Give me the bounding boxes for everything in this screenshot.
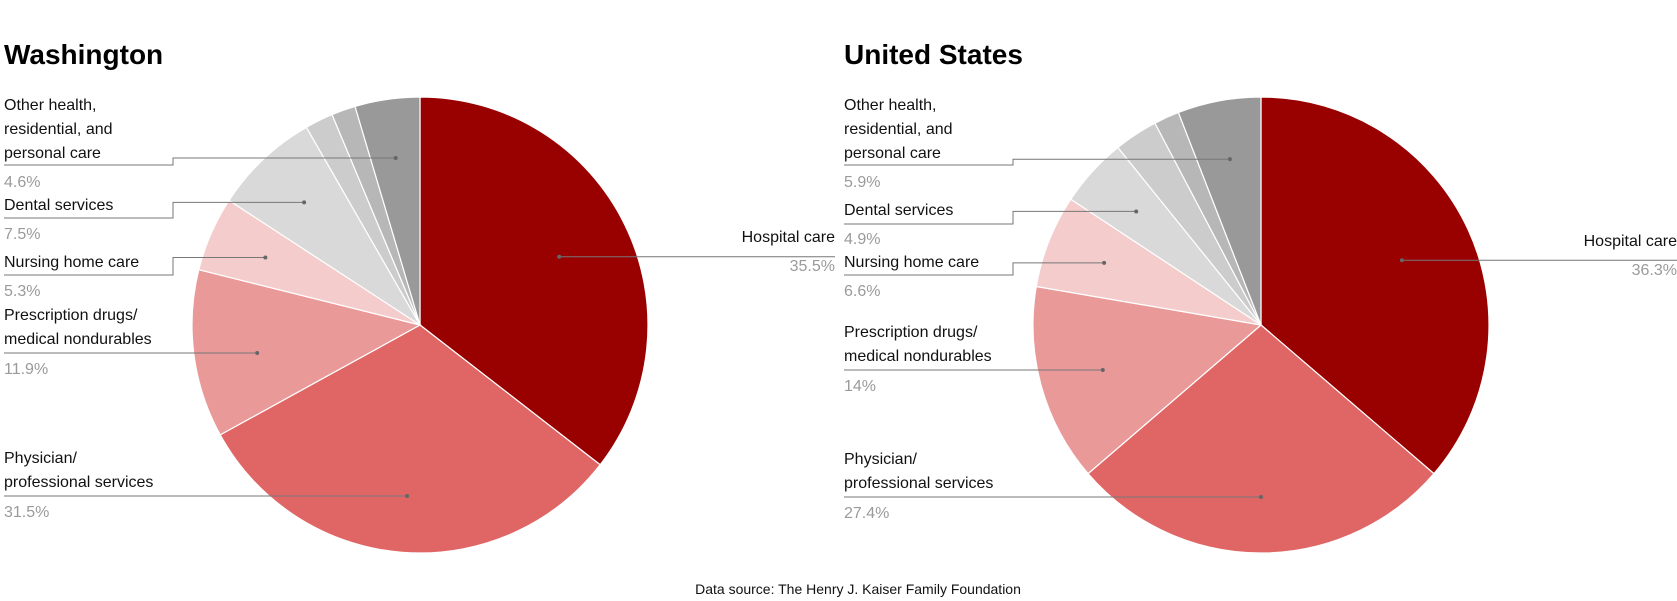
pie-slice-other-health-residential-and-personal-care (1177, 96, 1262, 326)
leader-dot (393, 156, 398, 161)
leader-dot (263, 255, 268, 260)
slice-percent: 6.6% (844, 283, 880, 300)
leader-line (4, 201, 305, 219)
pie-chart-united-states: United States Hospital care 36.3% Other hea… (844, 39, 1677, 554)
slice-percent: 31.5% (4, 504, 49, 521)
leader-dot (1102, 260, 1107, 265)
slice-percent: 5.9% (844, 174, 880, 191)
slice-percent: 7.5% (4, 226, 40, 243)
slice-label: Hospital care (1584, 233, 1677, 250)
slice-percent: 4.6% (4, 174, 40, 191)
slice-label: Other health, (844, 97, 937, 114)
leader-line (844, 262, 1105, 276)
leader-dot (1399, 258, 1404, 263)
leader-dot (1100, 368, 1105, 372)
slice-label: residential, and (844, 121, 953, 138)
slice-label: Dental services (4, 197, 113, 214)
pie-slice-other-health-residential-and-personal-care (354, 96, 421, 326)
leader-line (844, 158, 1230, 166)
slice-label: personal care (844, 145, 941, 162)
slice-label: Nursing home care (4, 254, 139, 271)
slice-percent: 35.5% (790, 258, 835, 275)
slice-label: medical nondurables (844, 348, 992, 365)
pie-chart-washington: Washington Hospital care 35.5% Other health… (4, 39, 835, 554)
slice-percent: 14% (844, 378, 876, 395)
slice-label: professional services (4, 474, 153, 491)
pie-slice-hospital-care (419, 96, 649, 466)
pie-slice-physician-professional-services (1087, 324, 1435, 554)
slice-label: professional services (844, 475, 993, 492)
slice-label: Other health, (4, 97, 97, 114)
slice-percent: 11.9% (4, 361, 48, 378)
leader-line (4, 257, 266, 276)
slice-label: medical nondurables (4, 331, 152, 348)
pie-slice-prescription-drugs-medical-nondurables (1032, 285, 1263, 475)
slice-label: Hospital care (742, 229, 835, 246)
slice-label: Dental services (844, 202, 953, 219)
slice-label: personal care (4, 145, 101, 162)
slice-label: Prescription drugs/ (4, 307, 138, 324)
slice-percent: 4.9% (844, 231, 880, 248)
slice-percent: 5.3% (4, 283, 40, 300)
slice-percent: 27.4% (844, 505, 889, 522)
leader-dot (255, 351, 260, 355)
leader-dot (405, 494, 410, 498)
leader-dot (1227, 157, 1232, 162)
slice-label: residential, and (4, 121, 113, 138)
slice-label: Physician/ (844, 451, 917, 468)
leader-line (4, 157, 396, 166)
chart-title: Washington (4, 39, 163, 70)
leader-dot (1134, 209, 1139, 214)
data-source-note: Data source: The Henry J. Kaiser Family … (695, 581, 1021, 597)
pie-slice-dental-services (228, 126, 421, 326)
slice-label: Physician/ (4, 450, 77, 467)
leader-dot (557, 254, 562, 259)
slice-percent: 36.3% (1632, 262, 1677, 279)
leader-dot (1259, 495, 1263, 499)
pie-slice-hospital-care (1260, 96, 1490, 475)
chart-title: United States (844, 39, 1023, 70)
slice-label: Nursing home care (844, 254, 979, 271)
leader-line (844, 210, 1137, 225)
leader-dot (302, 200, 307, 205)
slice-label: Prescription drugs/ (844, 324, 978, 341)
